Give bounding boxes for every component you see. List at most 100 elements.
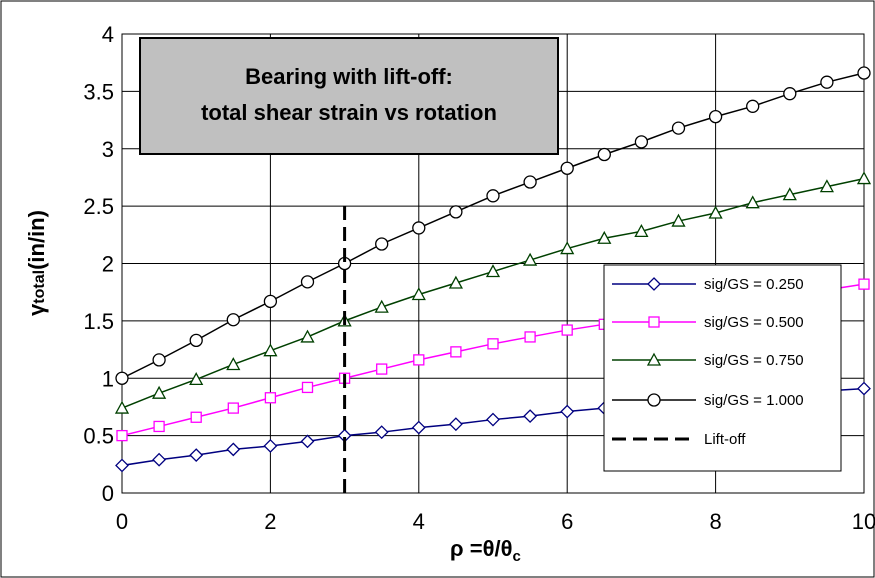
data-point [708, 205, 723, 219]
y-tick-label: 0 [102, 481, 114, 506]
legend-item-3: sig/GS = 0.750 [612, 352, 804, 369]
legend-label: sig/GS = 0.500 [704, 314, 804, 331]
data-point [376, 363, 388, 375]
y-tick-label: 4 [102, 22, 114, 47]
data-point [524, 331, 536, 343]
data-point [560, 241, 575, 255]
data-point [634, 224, 649, 238]
data-point [152, 385, 167, 399]
data-point [300, 329, 315, 343]
series-3 [114, 171, 872, 414]
data-point [858, 278, 870, 290]
y-axis-label-subscript: total [31, 270, 48, 304]
data-point [819, 179, 834, 193]
data-point [152, 353, 166, 367]
data-point [227, 402, 239, 414]
legend-label: sig/GS = 0.250 [704, 276, 804, 293]
legend-label: sig/GS = 1.000 [704, 392, 804, 409]
y-tick-label: 3.5 [83, 79, 114, 104]
x-tick-label: 0 [116, 509, 128, 534]
data-point [263, 343, 278, 357]
data-point [450, 346, 462, 358]
y-tick-label: 1 [102, 366, 114, 391]
chart-title-line-1: Bearing with lift-off: [245, 64, 453, 89]
data-point [856, 171, 872, 185]
y-tick-label: 0.5 [83, 424, 114, 449]
legend-item-2: sig/GS = 0.500 [612, 314, 804, 331]
data-point [820, 75, 834, 89]
data-point [783, 87, 797, 101]
legend-item-4: sig/GS = 1.000 [612, 392, 804, 409]
data-point [523, 409, 538, 424]
y-axis-label-symbol: γ [24, 303, 49, 316]
data-point [486, 189, 500, 203]
data-point [300, 434, 315, 449]
data-point [671, 121, 686, 135]
legend-marker [647, 277, 661, 291]
legend-item-1: sig/GS = 0.250 [612, 276, 804, 293]
legend-marker [646, 352, 662, 366]
data-point [523, 175, 537, 189]
data-point [597, 147, 611, 162]
data-point [263, 439, 278, 453]
series-4 [115, 66, 871, 385]
data-point [153, 420, 165, 433]
data-point [671, 213, 686, 227]
data-point [448, 417, 463, 432]
data-point [375, 237, 389, 251]
data-point [597, 230, 612, 244]
data-point [560, 404, 575, 419]
legend-item-liftoff: Lift-off [612, 431, 746, 448]
data-point [374, 299, 389, 313]
plot-border [121, 33, 865, 494]
data-point [708, 109, 723, 124]
data-point [114, 400, 130, 414]
y-tick-label: 2.5 [83, 194, 114, 219]
data-point [746, 99, 760, 113]
x-tick-label: 4 [413, 509, 425, 534]
data-point [523, 252, 538, 266]
data-point [226, 357, 241, 371]
x-tick-label: 6 [561, 509, 573, 534]
data-point [189, 372, 204, 386]
data-point [411, 287, 426, 301]
legend-box [603, 264, 842, 472]
data-point [263, 294, 278, 309]
x-axis-label-main: ρ =θ/θ [450, 536, 512, 561]
y-axis-label: γtotal(in/in) [24, 210, 49, 316]
data-point [374, 425, 389, 440]
data-point [561, 324, 573, 336]
legend-label: Lift-off [704, 431, 746, 448]
data-point [487, 338, 499, 350]
data-point [300, 275, 315, 289]
y-tick-label: 2 [102, 252, 114, 277]
data-point [745, 195, 760, 209]
data-point [857, 66, 871, 80]
data-point [226, 442, 241, 457]
y-tick-label: 1.5 [83, 309, 114, 334]
x-tick-label: 10 [852, 509, 875, 534]
data-point [413, 354, 425, 366]
data-point [115, 458, 129, 473]
title-box: Bearing with lift-off: total shear strai… [139, 37, 559, 155]
data-point [857, 381, 871, 396]
data-point [449, 205, 463, 219]
legend: sig/GS = 0.250 sig/GS = 0.500 sig/GS = 0.7… [603, 264, 842, 472]
x-axis-label-subscript: c [512, 548, 520, 565]
data-point [634, 135, 649, 149]
legend-label: sig/GS = 0.750 [704, 352, 804, 369]
x-tick-label: 2 [264, 509, 276, 534]
data-point [189, 333, 203, 348]
data-point [485, 264, 501, 278]
data-point [190, 411, 202, 423]
data-point [189, 448, 204, 463]
legend-marker [648, 316, 660, 328]
chart-title-line-2: total shear strain vs rotation [201, 100, 497, 125]
data-point [226, 313, 240, 327]
data-point [301, 381, 314, 394]
x-tick-label: 8 [709, 509, 721, 534]
data-point [560, 161, 574, 175]
data-point [116, 429, 128, 442]
data-point [264, 392, 277, 404]
